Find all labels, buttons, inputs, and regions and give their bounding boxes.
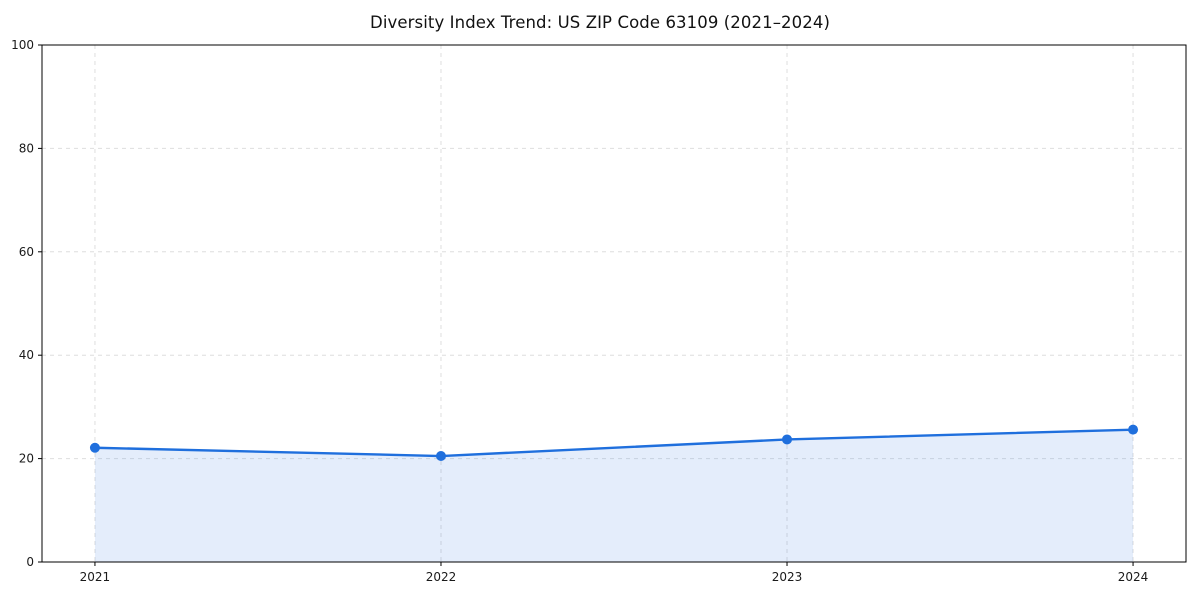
data-point [1128,424,1139,435]
x-tick-label: 2021 [80,570,111,584]
y-tick-label: 20 [19,452,34,466]
x-tick-label: 2022 [426,570,457,584]
x-tick-label: 2024 [1118,570,1149,584]
x-tick-label: 2023 [772,570,803,584]
y-tick-label: 0 [26,555,34,569]
data-point [782,434,793,445]
trend-line [93,428,1135,458]
y-tick-label: 80 [19,141,34,155]
data-point [435,451,446,462]
y-tick-label: 40 [19,348,34,362]
y-tick-label: 60 [19,245,34,259]
area-fill [94,429,1134,562]
chart-title: Diversity Index Trend: US ZIP Code 63109… [370,13,830,32]
y-tick-label: 100 [11,38,34,52]
plot-border [41,44,1187,563]
data-point [89,442,100,453]
